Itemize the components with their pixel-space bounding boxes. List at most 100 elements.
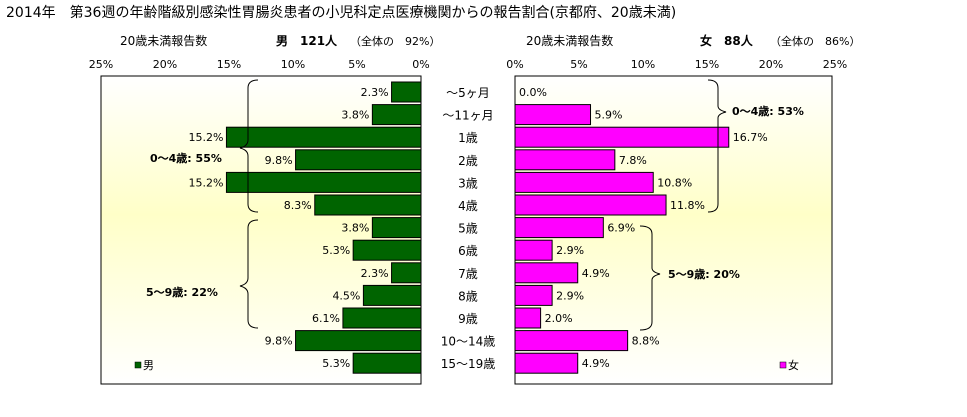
- female-bar: [514, 352, 579, 374]
- female-bar-value-label: 10.8%: [657, 176, 692, 189]
- female-bar-value-label: 2.0%: [545, 312, 573, 325]
- female-bar-value-label: 2.9%: [556, 289, 584, 302]
- age-category-label: 9歳: [458, 312, 478, 326]
- female-bracket-school-label: 5～9歳: 20%: [668, 267, 740, 281]
- female-legend-label: 女: [788, 358, 799, 372]
- female-bar-value-label: 11.8%: [670, 199, 705, 212]
- female-bar: [514, 307, 542, 329]
- male-bar: [295, 330, 422, 352]
- male-bar-value-label: 4.5%: [332, 289, 360, 302]
- male-legend-swatch: [134, 361, 142, 369]
- age-category-label: 6歳: [458, 244, 478, 258]
- female-bracket-young-label: 0～4歳: 53%: [732, 104, 804, 118]
- male-bar: [371, 104, 422, 126]
- female-bars: 0.0% 5.9% 16.7% 7.8% 10.8% 11.8% 6.9% 2.9% 4.9% 2…: [514, 86, 768, 374]
- age-category-label: 1歳: [458, 131, 478, 145]
- male-bar-value-label: 8.3%: [284, 199, 312, 212]
- male-bar-value-label: 9.8%: [265, 154, 293, 167]
- female-bar-value-label: 16.7%: [733, 131, 768, 144]
- male-subtitle-share: （全体の 92%）: [350, 34, 440, 48]
- female-axis-tick-label: 25%: [823, 58, 847, 71]
- female-bar-value-label: 6.9%: [607, 222, 635, 235]
- female-bar-value-label: 4.9%: [582, 267, 610, 280]
- male-bar: [352, 352, 422, 374]
- age-category-label: 2歳: [458, 154, 478, 168]
- female-bar-value-label: 8.8%: [632, 335, 660, 348]
- age-category-label: 15～19歳: [441, 357, 496, 371]
- male-bar: [225, 126, 422, 148]
- female-bracket-school: [639, 225, 661, 331]
- male-bar: [225, 171, 422, 193]
- male-bars: 2.3%3.8%15.2%9.8%15.2%8.3%3.8%5.3%2.3%4.…: [188, 81, 422, 374]
- female-bar: [514, 262, 579, 284]
- female-bar-value-label: 0.0%: [519, 86, 547, 99]
- female-axis-tick-label: 15%: [695, 58, 719, 71]
- male-bar-value-label: 2.3%: [361, 267, 389, 280]
- female-bracket-young: [707, 79, 727, 213]
- male-subtitle-total: 男 121人: [276, 33, 338, 48]
- female-bar: [514, 330, 629, 352]
- female-bar: [514, 217, 604, 239]
- male-axis-tick-label: 15%: [217, 58, 241, 71]
- male-bar: [342, 307, 422, 329]
- age-category-label: 10～14歳: [441, 335, 496, 349]
- female-subtitle-share: （全体の 86%）: [770, 34, 860, 48]
- male-bar-value-label: 3.8%: [341, 222, 369, 235]
- male-bar: [391, 81, 422, 103]
- male-bar: [391, 262, 422, 284]
- female-bar: [514, 194, 667, 216]
- female-axis-ticks: 0% 5% 10% 15% 20% 25%: [506, 58, 847, 71]
- female-bar: [514, 171, 654, 193]
- male-axis-tick-label: 0%: [412, 58, 429, 71]
- male-axis-tick-label: 5%: [348, 58, 365, 71]
- male-bar: [352, 239, 422, 261]
- male-bracket-school: [239, 219, 259, 329]
- age-category-labels: ～5ヶ月 ～11ヶ月 1歳 2歳 3歳 4歳 5歳 6歳 7歳 8歳 9歳 10～14歳 15～19歳: [441, 86, 496, 371]
- female-bar: [514, 239, 553, 261]
- female-axis-tick-label: 0%: [506, 58, 523, 71]
- male-bar-value-label: 6.1%: [312, 312, 340, 325]
- male-bar-value-label: 2.3%: [361, 86, 389, 99]
- age-category-label: 4歳: [458, 199, 478, 213]
- female-subtitle-count-label: 20歳未満報告数: [526, 33, 613, 48]
- male-axis-tick-label: 25%: [89, 58, 113, 71]
- male-bracket-school-label: 5～9歳: 22%: [146, 285, 218, 299]
- female-subtitle-total: 女 88人: [700, 33, 754, 48]
- female-bar-value-label: 4.9%: [582, 357, 610, 370]
- male-bracket-young-label: 0～4歳: 55%: [150, 151, 222, 165]
- age-category-label: 7歳: [458, 267, 478, 281]
- male-axis-tick-label: 10%: [281, 58, 305, 71]
- age-category-label: ～5ヶ月: [446, 86, 490, 100]
- male-subtitle-count-label: 20歳未満報告数: [120, 33, 207, 48]
- age-category-label: 3歳: [458, 176, 478, 190]
- female-bar-value-label: 5.9%: [595, 109, 623, 122]
- age-category-label: 5歳: [458, 222, 478, 236]
- male-bar-value-label: 3.8%: [341, 109, 369, 122]
- female-bar-value-label: 7.8%: [619, 154, 647, 167]
- male-bar: [371, 217, 422, 239]
- male-bar-value-label: 5.3%: [322, 244, 350, 257]
- female-bar: [514, 126, 730, 148]
- female-bar: [514, 284, 553, 306]
- female-bar: [514, 149, 616, 171]
- male-bar: [314, 194, 422, 216]
- male-bar-value-label: 15.2%: [188, 176, 223, 189]
- age-category-label: ～11ヶ月: [442, 109, 493, 123]
- male-bar: [362, 284, 422, 306]
- chart-title: 2014年 第36週の年齢階級別感染性胃腸炎患者の小児科定点医療機関からの報告割…: [6, 4, 676, 21]
- male-legend-label: 男: [143, 359, 154, 372]
- male-bar: [295, 149, 422, 171]
- female-axis-tick-label: 20%: [759, 58, 783, 71]
- female-bar-value-label: 2.9%: [556, 244, 584, 257]
- female-bar: [514, 104, 592, 126]
- male-bar-value-label: 15.2%: [188, 131, 223, 144]
- male-axis-tick-label: 20%: [153, 58, 177, 71]
- male-bar-value-label: 9.8%: [265, 335, 293, 348]
- female-axis-tick-label: 10%: [631, 58, 655, 71]
- female-axis-tick-label: 5%: [570, 58, 587, 71]
- female-legend-swatch: [779, 361, 787, 369]
- male-bar-value-label: 5.3%: [322, 357, 350, 370]
- male-axis-ticks: 0% 5% 10% 15% 20% 25%: [89, 58, 430, 71]
- age-category-label: 8歳: [458, 289, 478, 303]
